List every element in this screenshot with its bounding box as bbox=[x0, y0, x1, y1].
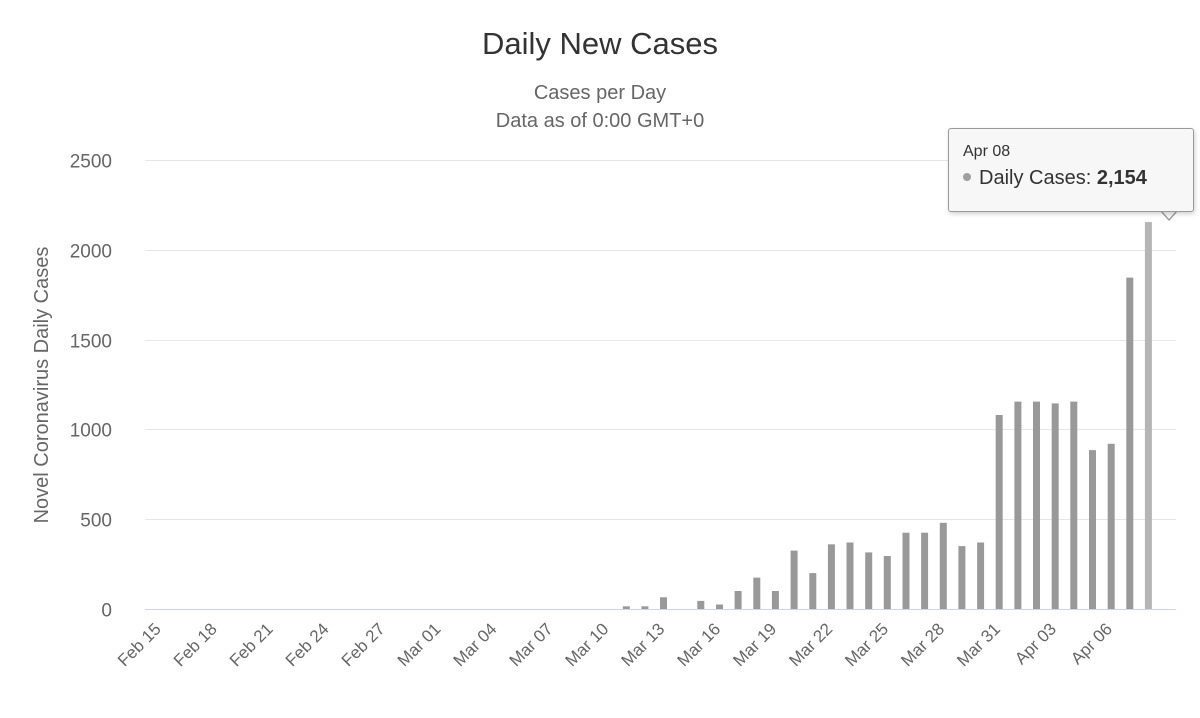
x-tick-label: Mar 22 bbox=[785, 619, 836, 670]
bar-apr-03[interactable] bbox=[1051, 403, 1059, 609]
x-tick-label: Mar 13 bbox=[618, 619, 669, 670]
x-tick-label: Feb 18 bbox=[170, 619, 221, 670]
x-tick-label: Apr 06 bbox=[1067, 619, 1116, 668]
y-tick-label: 2500 bbox=[70, 152, 112, 173]
chart-subtitle-line-2: Data as of 0:00 GMT+0 bbox=[495, 110, 705, 132]
y-tick-label: 2000 bbox=[70, 242, 112, 263]
x-tick-label: Feb 24 bbox=[282, 619, 333, 670]
bar-mar-15[interactable] bbox=[697, 600, 705, 609]
bar-apr-07[interactable] bbox=[1126, 277, 1134, 609]
bar-apr-06[interactable] bbox=[1107, 443, 1115, 609]
bar-apr-01[interactable] bbox=[1014, 401, 1022, 609]
bar-mar-25[interactable] bbox=[883, 556, 891, 609]
bar-mar-18[interactable] bbox=[753, 577, 761, 609]
bar-mar-21[interactable] bbox=[809, 573, 817, 609]
bar-series bbox=[622, 222, 1152, 610]
bar-apr-02[interactable] bbox=[1033, 401, 1040, 609]
bar-mar-11[interactable] bbox=[622, 606, 630, 609]
x-tick-label: Mar 10 bbox=[562, 619, 613, 670]
x-axis-tick-labels: Feb 15 Feb 18 Feb 21 Feb 24 Feb 27 Mar 01 Mar … bbox=[114, 619, 1116, 670]
bar-mar-31[interactable] bbox=[995, 415, 1003, 609]
chart-title: Daily New Cases bbox=[481, 26, 718, 61]
bar-mar-22[interactable] bbox=[827, 544, 835, 609]
tooltip-label: Daily Cases: bbox=[979, 167, 1092, 189]
bar-mar-12[interactable] bbox=[641, 606, 649, 609]
bar-apr-05[interactable] bbox=[1089, 450, 1096, 609]
y-tick-label: 1000 bbox=[70, 421, 112, 442]
bar-mar-17[interactable] bbox=[734, 591, 742, 609]
x-tick-label: Feb 15 bbox=[114, 619, 165, 670]
y-tick-label: 0 bbox=[101, 601, 112, 622]
y-axis-tick-labels: 0 500 1000 1500 2000 2500 bbox=[70, 152, 112, 622]
bar-mar-13[interactable] bbox=[660, 597, 667, 609]
x-tick-label: Mar 16 bbox=[673, 619, 724, 670]
series-dot-icon bbox=[963, 172, 971, 181]
bar-mar-28[interactable] bbox=[939, 522, 947, 609]
chart-subtitle-line-1: Cases per Day bbox=[533, 82, 667, 104]
tooltip-value: 2,154 bbox=[1096, 167, 1147, 189]
bar-mar-20[interactable] bbox=[790, 550, 798, 609]
bar-mar-27[interactable] bbox=[921, 532, 929, 609]
x-tick-label: Mar 25 bbox=[841, 619, 892, 670]
bar-mar-24[interactable] bbox=[865, 552, 873, 609]
x-tick-label: Feb 21 bbox=[226, 619, 277, 670]
x-tick-label: Mar 07 bbox=[506, 619, 557, 670]
bar-mar-19[interactable] bbox=[771, 591, 779, 609]
x-tick-label: Mar 28 bbox=[897, 619, 948, 670]
y-tick-label: 1500 bbox=[70, 332, 112, 353]
x-tick-label: Apr 03 bbox=[1011, 619, 1060, 668]
x-tick-label: Mar 01 bbox=[394, 619, 445, 670]
bar-apr-08[interactable] bbox=[1144, 222, 1152, 609]
bar-mar-29[interactable] bbox=[958, 546, 966, 609]
tooltip-date: Apr 08 bbox=[963, 143, 1011, 160]
y-tick-label: 500 bbox=[80, 511, 112, 532]
bar-mar-26[interactable] bbox=[902, 532, 910, 609]
bar-mar-30[interactable] bbox=[977, 542, 985, 610]
x-tick-label: Mar 19 bbox=[729, 619, 780, 670]
data-tooltip: Apr 08 Daily Cases: 2,154 bbox=[948, 128, 1194, 212]
bar-mar-23[interactable] bbox=[846, 542, 854, 610]
tooltip-row: Daily Cases: 2,154 bbox=[963, 167, 1193, 190]
x-tick-label: Mar 04 bbox=[450, 619, 501, 670]
bar-apr-04[interactable] bbox=[1070, 401, 1078, 609]
x-tick-label: Mar 31 bbox=[953, 619, 1004, 670]
x-tick-label: Feb 27 bbox=[338, 619, 389, 670]
tooltip-pointer-fill bbox=[1161, 210, 1177, 219]
y-axis-title: Novel Coronavirus Daily Cases bbox=[31, 247, 53, 524]
bar-mar-16[interactable] bbox=[716, 604, 723, 610]
